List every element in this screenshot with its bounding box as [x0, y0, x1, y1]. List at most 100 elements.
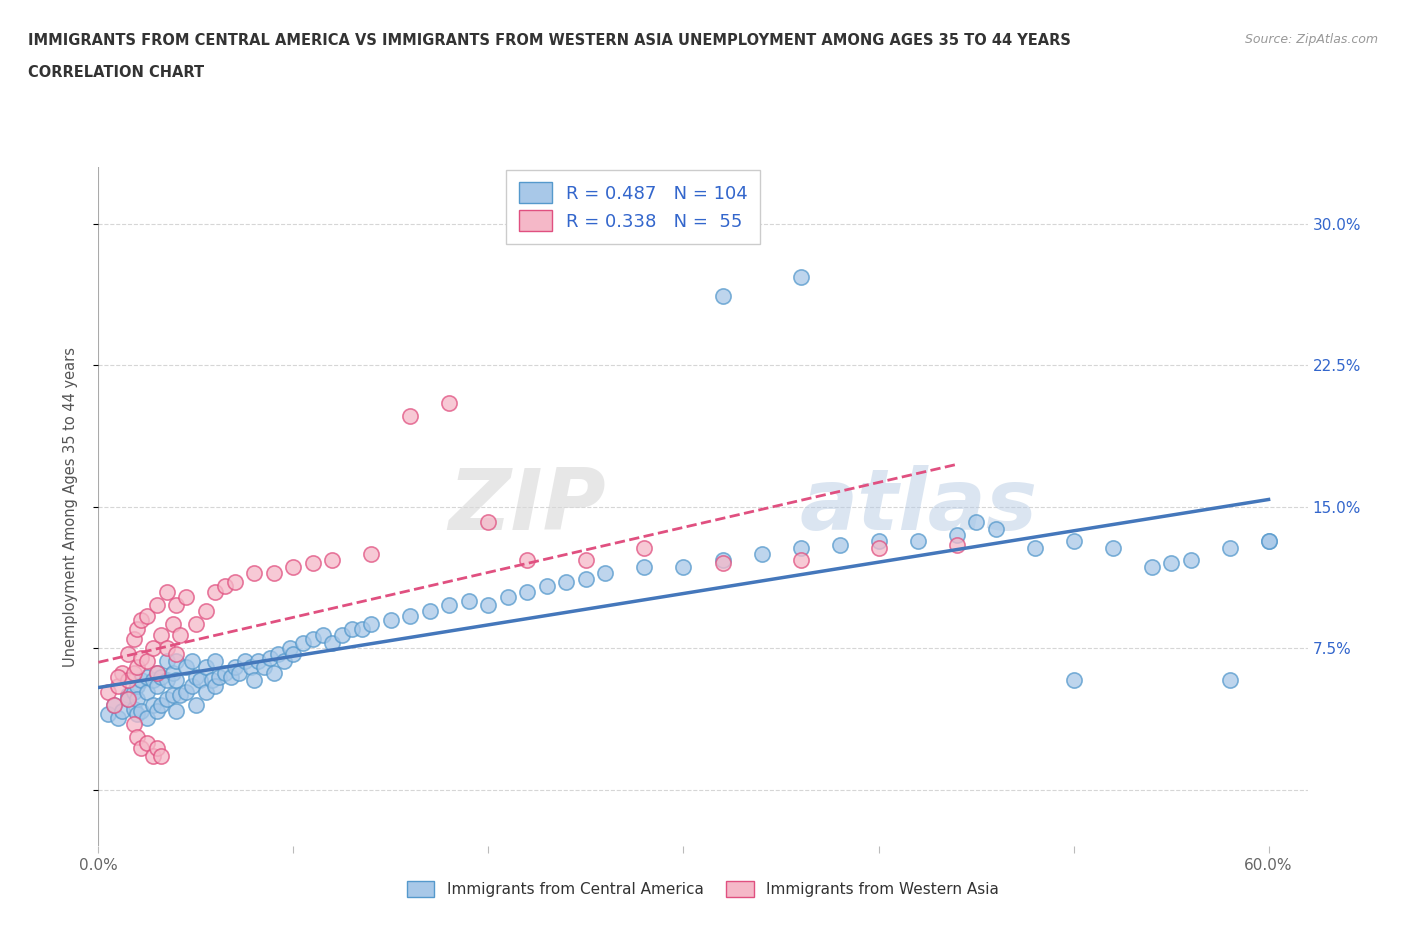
Point	[107, 670, 129, 684]
Point	[711, 288, 734, 303]
Point	[122, 701, 145, 716]
Point	[204, 584, 226, 599]
Point	[1101, 541, 1123, 556]
Point	[156, 584, 179, 599]
Point	[142, 698, 165, 712]
Point	[380, 613, 402, 628]
Point	[204, 654, 226, 669]
Point	[146, 741, 169, 756]
Point	[146, 597, 169, 612]
Point	[477, 514, 499, 529]
Point	[136, 735, 159, 750]
Point	[1257, 534, 1279, 549]
Point	[633, 560, 655, 575]
Point	[283, 646, 305, 661]
Point	[181, 679, 204, 694]
Point	[131, 673, 153, 688]
Point	[278, 641, 301, 656]
Point	[162, 665, 184, 680]
Point	[156, 692, 179, 707]
Point	[117, 692, 139, 707]
Point	[136, 670, 159, 684]
Point	[156, 673, 179, 688]
Point	[516, 552, 538, 567]
Point	[127, 729, 149, 744]
Point	[224, 575, 246, 590]
Point	[97, 684, 120, 699]
Point	[194, 659, 217, 674]
Point	[907, 534, 929, 549]
Point	[149, 628, 172, 643]
Point	[165, 703, 187, 718]
Point	[263, 565, 285, 580]
Point	[188, 673, 211, 688]
Point	[142, 673, 165, 688]
Point	[1180, 552, 1202, 567]
Point	[263, 665, 285, 680]
Point	[1257, 534, 1279, 549]
Point	[516, 584, 538, 599]
Point	[302, 631, 325, 646]
Point	[672, 560, 695, 575]
Point	[312, 628, 335, 643]
Point	[97, 707, 120, 722]
Point	[321, 552, 343, 567]
Point	[117, 646, 139, 661]
Point	[146, 679, 169, 694]
Point	[751, 547, 773, 562]
Point	[122, 684, 145, 699]
Point	[107, 679, 129, 694]
Text: atlas: atlas	[800, 465, 1038, 549]
Point	[146, 703, 169, 718]
Point	[228, 665, 250, 680]
Point	[165, 654, 187, 669]
Point	[302, 556, 325, 571]
Point	[633, 541, 655, 556]
Y-axis label: Unemployment Among Ages 35 to 44 years: Unemployment Among Ages 35 to 44 years	[63, 347, 77, 667]
Point	[184, 617, 207, 631]
Point	[575, 552, 598, 567]
Point	[292, 635, 315, 650]
Point	[127, 692, 149, 707]
Point	[555, 575, 578, 590]
Point	[204, 679, 226, 694]
Point	[146, 665, 169, 680]
Point	[477, 597, 499, 612]
Point	[122, 716, 145, 731]
Point	[103, 698, 125, 712]
Text: CORRELATION CHART: CORRELATION CHART	[28, 65, 204, 80]
Point	[340, 622, 363, 637]
Point	[575, 571, 598, 586]
Point	[111, 665, 134, 680]
Point	[208, 670, 231, 684]
Point	[945, 527, 967, 542]
Point	[789, 270, 811, 285]
Point	[127, 679, 149, 694]
Point	[243, 565, 266, 580]
Point	[194, 604, 217, 618]
Point	[142, 749, 165, 764]
Point	[868, 534, 890, 549]
Point	[350, 622, 373, 637]
Point	[117, 688, 139, 703]
Point	[224, 659, 246, 674]
Point	[162, 617, 184, 631]
Point	[233, 654, 256, 669]
Point	[1063, 673, 1085, 688]
Point	[111, 703, 134, 718]
Point	[247, 654, 270, 669]
Point	[165, 673, 187, 688]
Text: IMMIGRANTS FROM CENTRAL AMERICA VS IMMIGRANTS FROM WESTERN ASIA UNEMPLOYMENT AMO: IMMIGRANTS FROM CENTRAL AMERICA VS IMMIG…	[28, 33, 1071, 47]
Point	[267, 646, 290, 661]
Point	[127, 707, 149, 722]
Point	[149, 698, 172, 712]
Text: ZIP: ZIP	[449, 465, 606, 549]
Point	[360, 617, 382, 631]
Point	[828, 538, 851, 552]
Point	[214, 665, 236, 680]
Point	[169, 628, 191, 643]
Point	[181, 654, 204, 669]
Point	[117, 692, 139, 707]
Point	[149, 670, 172, 684]
Point	[283, 560, 305, 575]
